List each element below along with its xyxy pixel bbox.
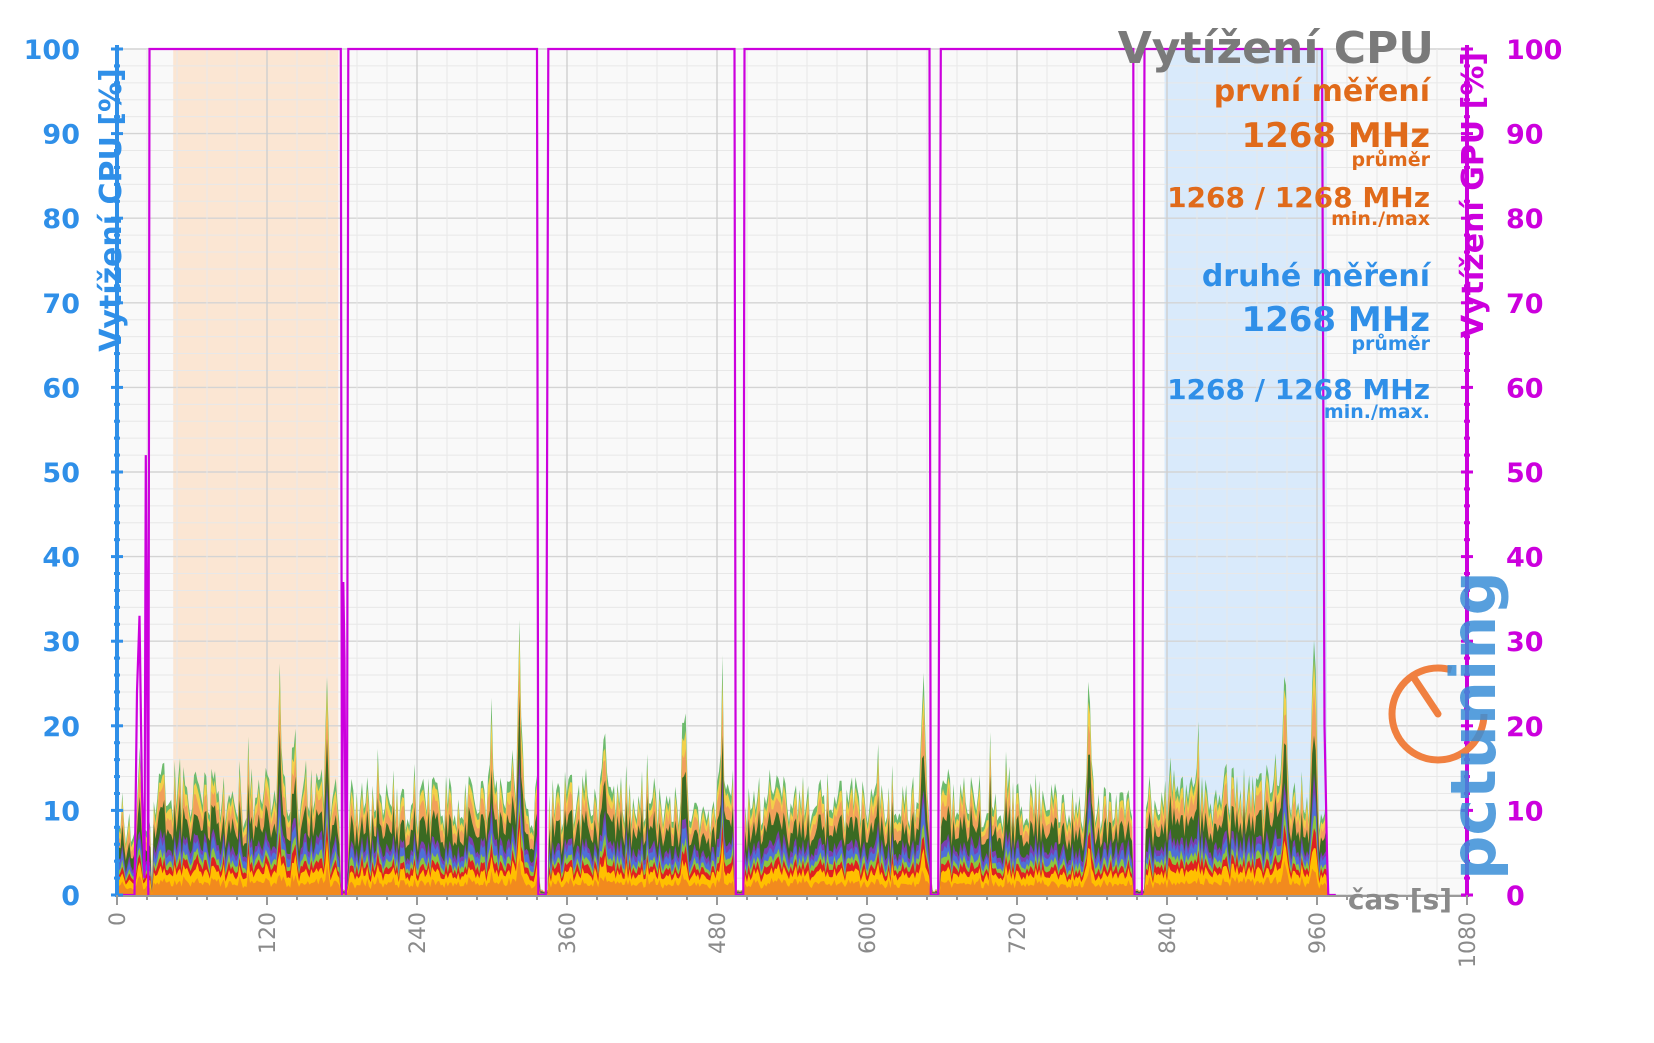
second-minmax-value: 1268 / 1268 MHz xyxy=(1167,373,1430,406)
left-tick-labels: 0 10 20 30 40 50 60 70 80 90 100 xyxy=(24,35,80,912)
cpu-area-layer-2 xyxy=(117,827,1336,895)
x-tick-label: 0 xyxy=(106,912,131,926)
first-minmax-label: min./max xyxy=(1331,208,1430,230)
right-tick-label: 100 xyxy=(1506,35,1562,66)
left-tick-label: 20 xyxy=(42,712,80,743)
left-tick-label: 0 xyxy=(61,881,80,912)
right-tick-label: 0 xyxy=(1506,881,1525,912)
first-avg-label: průměr xyxy=(1351,148,1430,171)
x-tick-label: 240 xyxy=(406,912,431,954)
right-tick-label: 40 xyxy=(1506,543,1544,574)
left-tick-label: 80 xyxy=(42,204,80,235)
right-tick-label: 70 xyxy=(1506,289,1544,320)
info-panel-first: první měření 1268 MHz průměr 1268 / 1268… xyxy=(1167,74,1432,230)
logo-gauge-needle xyxy=(1410,674,1442,718)
x-tick-label: 1080 xyxy=(1456,912,1481,968)
right-tick-label: 50 xyxy=(1506,458,1544,489)
x-tick-label: 960 xyxy=(1306,912,1331,954)
x-tick-label: 120 xyxy=(256,912,281,954)
second-minmax-label: min./max. xyxy=(1324,401,1430,423)
y-axis-label-left: Vytížení CPU [%] xyxy=(94,68,129,352)
cpu-stacked-areas xyxy=(117,619,1336,895)
chart-title: Vytížení CPU xyxy=(1118,23,1434,74)
right-tick-label: 80 xyxy=(1506,204,1544,235)
x-tick-label: 600 xyxy=(856,912,881,954)
right-tick-label: 60 xyxy=(1506,373,1544,404)
left-tick-label: 10 xyxy=(42,796,80,827)
left-tick-label: 90 xyxy=(42,120,80,151)
right-tick-label: 20 xyxy=(1506,712,1544,743)
second-avg-value: 1268 MHz xyxy=(1241,300,1430,340)
y-axis-label-right: Vytížení GPU [%] xyxy=(1456,52,1491,338)
left-tick-label: 30 xyxy=(42,627,80,658)
left-tick-label: 100 xyxy=(24,35,80,66)
x-tick-label: 840 xyxy=(1156,912,1181,954)
left-tick-label: 60 xyxy=(42,373,80,404)
right-tick-label: 10 xyxy=(1506,796,1544,827)
left-tick-label: 40 xyxy=(42,543,80,574)
right-tick-marks xyxy=(1461,47,1473,897)
right-tick-labels: 0 10 20 30 40 50 60 70 80 90 100 xyxy=(1506,35,1562,912)
first-minmax-value: 1268 / 1268 MHz xyxy=(1167,181,1430,214)
left-tick-marks xyxy=(111,47,123,897)
second-avg-label: průměr xyxy=(1351,332,1430,355)
left-tick-label: 70 xyxy=(42,289,80,320)
pctuning-logo: pctuning xyxy=(1388,571,1510,880)
x-tick-label: 480 xyxy=(706,912,731,954)
right-tick-label: 30 xyxy=(1506,627,1544,658)
x-tick-marks xyxy=(116,895,1468,905)
logo-text: pctuning xyxy=(1437,571,1510,880)
x-tick-label: 360 xyxy=(556,912,581,954)
logo-gauge-icon xyxy=(1388,664,1488,764)
x-axis-label: čas [s] xyxy=(1348,883,1452,916)
x-tick-labels: 0 120 240 360 480 600 720 840 960 1080 xyxy=(106,912,1481,968)
x-tick-label: 720 xyxy=(1006,912,1031,954)
cpu-area-layer-1 xyxy=(117,857,1336,895)
first-heading: první měření xyxy=(1214,74,1432,109)
left-tick-label: 50 xyxy=(42,458,80,489)
info-panel-second: druhé měření 1268 MHz průměr 1268 / 1268… xyxy=(1167,259,1432,423)
right-tick-label: 90 xyxy=(1506,120,1544,151)
second-heading: druhé měření xyxy=(1202,259,1432,294)
first-avg-value: 1268 MHz xyxy=(1241,116,1430,156)
